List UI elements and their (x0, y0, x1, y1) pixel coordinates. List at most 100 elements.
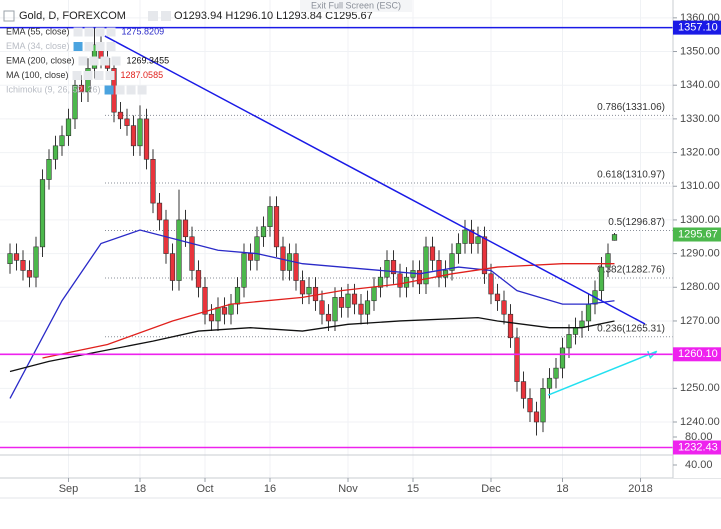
indicator-icon[interactable] (106, 42, 116, 51)
fib-label: 0.618(1310.97) (597, 170, 665, 181)
candle-body (540, 388, 546, 423)
price-label: 1232.43 (678, 441, 718, 453)
candle-body (13, 253, 20, 261)
candle-body (215, 307, 221, 322)
candle-body (325, 313, 332, 322)
lower-y-tick-label: 40.00 (685, 459, 713, 471)
fib-label: 0.236(1265.31) (597, 323, 665, 334)
candle-body (332, 297, 338, 322)
indicator-icon[interactable] (84, 42, 94, 51)
indicator-icon[interactable] (72, 71, 82, 80)
indicator-icon[interactable] (89, 56, 99, 66)
x-tick-label: 2018 (628, 483, 652, 495)
candle-body (241, 253, 247, 288)
last-price-label: 1295.67 (678, 228, 718, 240)
y-tick-label: 1320.00 (680, 146, 720, 158)
moving-average (9, 229, 615, 399)
exit-fullscreen-bg[interactable] (300, 0, 412, 12)
indicator-icon[interactable] (100, 56, 110, 66)
candle-body (293, 253, 299, 281)
axis: 1360.001350.001340.001330.001320.001310.… (59, 12, 721, 495)
candle-body (85, 68, 91, 93)
indicator-name: MA (100, close) (6, 70, 69, 80)
candle-body (390, 260, 397, 275)
candle-body (143, 118, 150, 160)
candle-body (117, 111, 124, 120)
candle-body (481, 236, 488, 275)
price-label: 1260.10 (678, 348, 718, 360)
indicator-icon[interactable] (115, 85, 125, 95)
indicator-icon[interactable] (73, 42, 83, 51)
candle-body (371, 286, 377, 302)
x-tick-label: Sep (59, 483, 79, 495)
candle-body (579, 320, 585, 328)
candle-body (65, 118, 72, 137)
candle-body (59, 135, 65, 147)
indicator-icon[interactable] (84, 27, 94, 37)
indicator-icon[interactable] (95, 27, 105, 37)
indicator-value: 1269.3455 (127, 55, 170, 65)
x-tick-label: 16 (264, 483, 276, 495)
candle-body (169, 253, 176, 281)
indicator-icon[interactable] (111, 56, 121, 66)
legend: Gold, D, FOREXCOM O1293.94 H1296.10 L1293… (3, 10, 373, 95)
x-tick-label: Oct (196, 483, 213, 495)
indicator-icon[interactable] (126, 85, 136, 95)
legend-icon (161, 11, 171, 21)
candle-body (286, 253, 293, 271)
candle-body (455, 243, 462, 254)
fib-label: 0.382(1282.76) (597, 265, 665, 276)
y-tick-label: 1350.00 (680, 45, 720, 57)
candle-body (494, 293, 501, 302)
candle-body (234, 286, 241, 305)
candle-body (605, 253, 611, 268)
exit-fullscreen[interactable]: Exit Full Screen (ESC) (311, 0, 401, 10)
indicator-icon[interactable] (73, 27, 83, 37)
ohlc: O1293.94 H1296.10 L1293.84 C1295.67 (174, 10, 373, 22)
indicator-icon[interactable] (95, 42, 105, 51)
candle-body (384, 260, 390, 278)
candle-body (33, 246, 39, 278)
candle-body (423, 246, 429, 285)
indicator-icon[interactable] (78, 56, 88, 66)
moving-average (42, 263, 615, 359)
candle-body (501, 300, 507, 315)
indicator-icon[interactable] (104, 85, 114, 95)
candle-body (26, 270, 33, 278)
candle-body (312, 286, 319, 302)
indicator-value: 1287.0585 (121, 70, 164, 80)
indicator-name: Ichimoku (9, 26, 52, 26) (6, 84, 101, 94)
candle-body (533, 411, 540, 423)
candle-body (468, 229, 475, 244)
indicator-icon[interactable] (83, 71, 93, 80)
candle-body (358, 303, 364, 315)
x-tick-label: 15 (407, 483, 419, 495)
y-tick-label: 1250.00 (680, 382, 720, 394)
candle-body (351, 293, 358, 305)
candle-body (130, 125, 137, 147)
candle-body (553, 367, 559, 379)
candle-body (137, 118, 143, 147)
fib-label: 0.786(1331.06) (597, 102, 665, 113)
candle-body (566, 334, 572, 349)
candle-body (189, 236, 195, 271)
y-tick-label: 1270.00 (680, 315, 720, 327)
x-tick-label: 18 (134, 483, 146, 495)
candle-body (254, 236, 260, 261)
indicator-icon[interactable] (94, 71, 104, 80)
indicator-icon[interactable] (137, 85, 147, 95)
candle-body (156, 202, 163, 221)
indicator-icon[interactable] (105, 71, 115, 80)
candle-body (520, 381, 527, 399)
candle-body (475, 236, 481, 244)
legend-icon (148, 11, 158, 21)
indicator-icon[interactable] (106, 27, 116, 37)
y-tick-label: 1240.00 (680, 416, 720, 428)
candle-body (462, 229, 468, 244)
candle-body (46, 159, 52, 180)
candle-body (273, 206, 280, 248)
lower-y-tick-label: 80.00 (685, 431, 713, 443)
moving-average (9, 316, 615, 373)
trend-line (547, 350, 658, 396)
